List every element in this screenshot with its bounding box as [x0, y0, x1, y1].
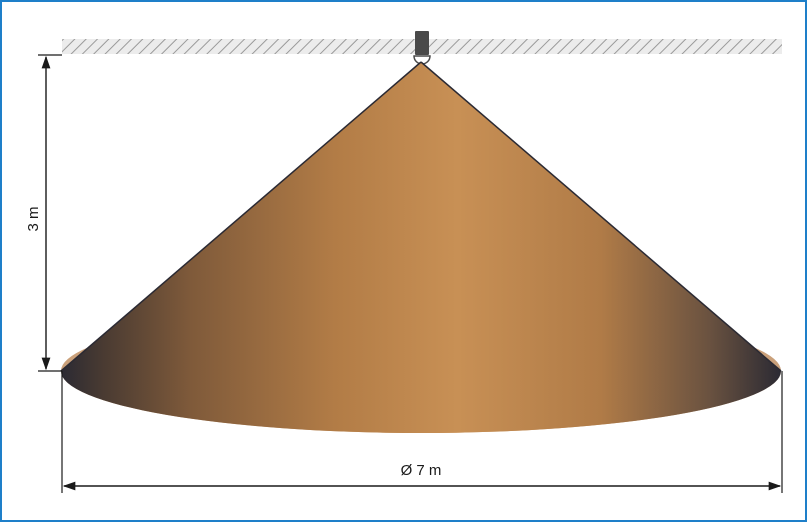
height-dimension: 3 m	[25, 54, 62, 372]
height-label: 3 m	[25, 206, 42, 231]
sensor-icon	[413, 31, 431, 65]
detection-cone	[60, 61, 782, 433]
diameter-dimension: Ø 7 m	[61, 371, 783, 493]
diameter-label: Ø 7 m	[401, 462, 442, 479]
